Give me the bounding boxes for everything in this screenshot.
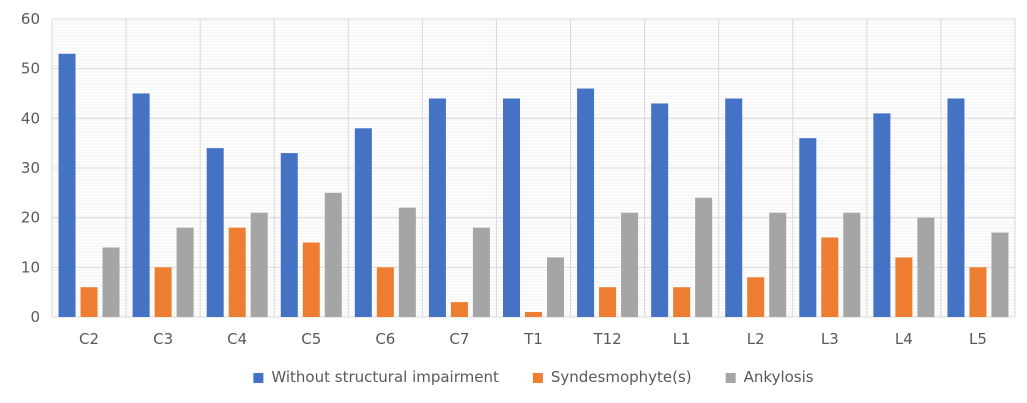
bar-ankylosis-t1 [547,257,564,317]
x-tick-label: L1 [673,330,691,348]
bar-without-structural-impairment-c4 [206,148,224,317]
bar-ankylosis-c5 [324,192,342,317]
bar-without-structural-impairment-l3 [799,138,817,317]
legend: Without structural impairment Syndesmophy… [253,368,814,386]
bar-syndesmophyte-s-t1 [525,312,542,317]
x-tick-label: L5 [969,330,987,348]
bar-without-structural-impairment-l5 [947,98,965,317]
bar-syndesmophyte-s-c7 [450,302,468,317]
bar-ankylosis-c2 [102,247,120,317]
bar-without-structural-impairment-c3 [132,93,150,317]
bar-without-structural-impairment-l1 [651,103,669,317]
x-tick-label: C2 [79,330,99,348]
y-tick-label: 30 [21,159,40,177]
y-tick-label: 0 [30,308,40,326]
y-tick-label: 20 [21,209,40,227]
x-tick-label: L2 [747,330,765,348]
bar-syndesmophyte-s-c3 [154,267,172,317]
bar-syndesmophyte-s-l3 [821,237,839,317]
x-tick-label: T12 [592,330,621,348]
x-tick-label: C7 [449,330,469,348]
bar-syndesmophyte-s-t12 [599,287,617,317]
bar-without-structural-impairment-c7 [428,98,446,317]
bar-ankylosis-c6 [398,207,416,317]
bar-without-structural-impairment-c2 [58,53,76,318]
bar-syndesmophyte-s-l5 [969,267,987,317]
x-tick-label: L3 [821,330,839,348]
y-tick-label: 40 [21,109,40,127]
grid [51,18,1016,318]
bar-ankylosis-l4 [917,217,935,317]
bar-syndesmophyte-s-l2 [747,277,765,317]
bar-ankylosis-l3 [843,212,861,317]
bar-without-structural-impairment-t1 [503,98,520,317]
legend-label: Ankylosis [744,368,814,386]
bar-syndesmophyte-s-c4 [228,227,246,317]
bar-without-structural-impairment-l4 [873,113,891,317]
bar-ankylosis-c3 [176,227,194,317]
bar-ankylosis-l2 [769,212,787,317]
bar-ankylosis-c7 [472,227,490,317]
bar-syndesmophyte-s-l1 [673,287,691,317]
x-tick-label: T1 [523,330,543,348]
bar-without-structural-impairment-t12 [577,88,595,318]
y-tick-label: 10 [21,258,40,276]
bar-syndesmophyte-s-c5 [302,242,320,317]
x-tick-label: C5 [301,330,321,348]
bars [58,53,1009,318]
bar-ankylosis-l1 [695,197,713,317]
x-tick-label: L4 [895,330,913,348]
bar-ankylosis-t12 [621,212,639,317]
y-tick-label: 50 [21,60,40,78]
legend-swatch [253,373,264,383]
legend-swatch [532,373,543,383]
legend-label: Without structural impairment [271,368,499,386]
bar-syndesmophyte-s-c6 [376,267,394,317]
bar-ankylosis-l5 [991,232,1009,317]
y-tick-label: 60 [21,10,40,28]
x-tick-label: C3 [153,330,173,348]
x-tick-label: C4 [227,330,247,348]
bar-syndesmophyte-s-c2 [80,287,98,317]
axes: 0 10 20 30 40 50 60 C2 C3 C4 C5 C6 C7 T1 T12 L1 L2 L3 L4 L5 [21,10,987,348]
bar-syndesmophyte-s-l4 [895,257,913,317]
legend-label: Syndesmophyte(s) [551,368,692,386]
bar-without-structural-impairment-l2 [725,98,743,317]
legend-swatch [725,373,736,383]
bar-without-structural-impairment-c5 [280,153,298,317]
bar-ankylosis-c4 [250,212,268,317]
bar-without-structural-impairment-c6 [354,128,372,317]
x-tick-label: C6 [375,330,395,348]
